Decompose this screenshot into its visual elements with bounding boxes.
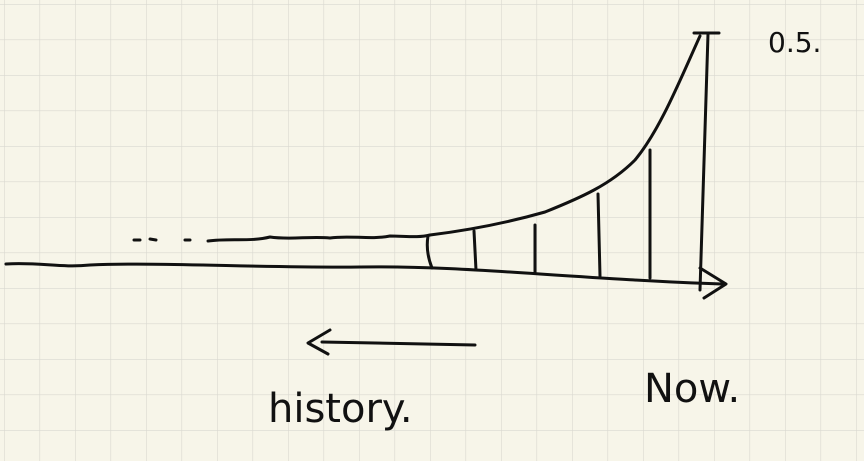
history-label: history. <box>268 386 413 432</box>
top-value-label: 0.5. <box>768 26 821 59</box>
sketch: 0.5. Now. history. <box>0 0 864 461</box>
now-label: Now. <box>644 366 740 412</box>
